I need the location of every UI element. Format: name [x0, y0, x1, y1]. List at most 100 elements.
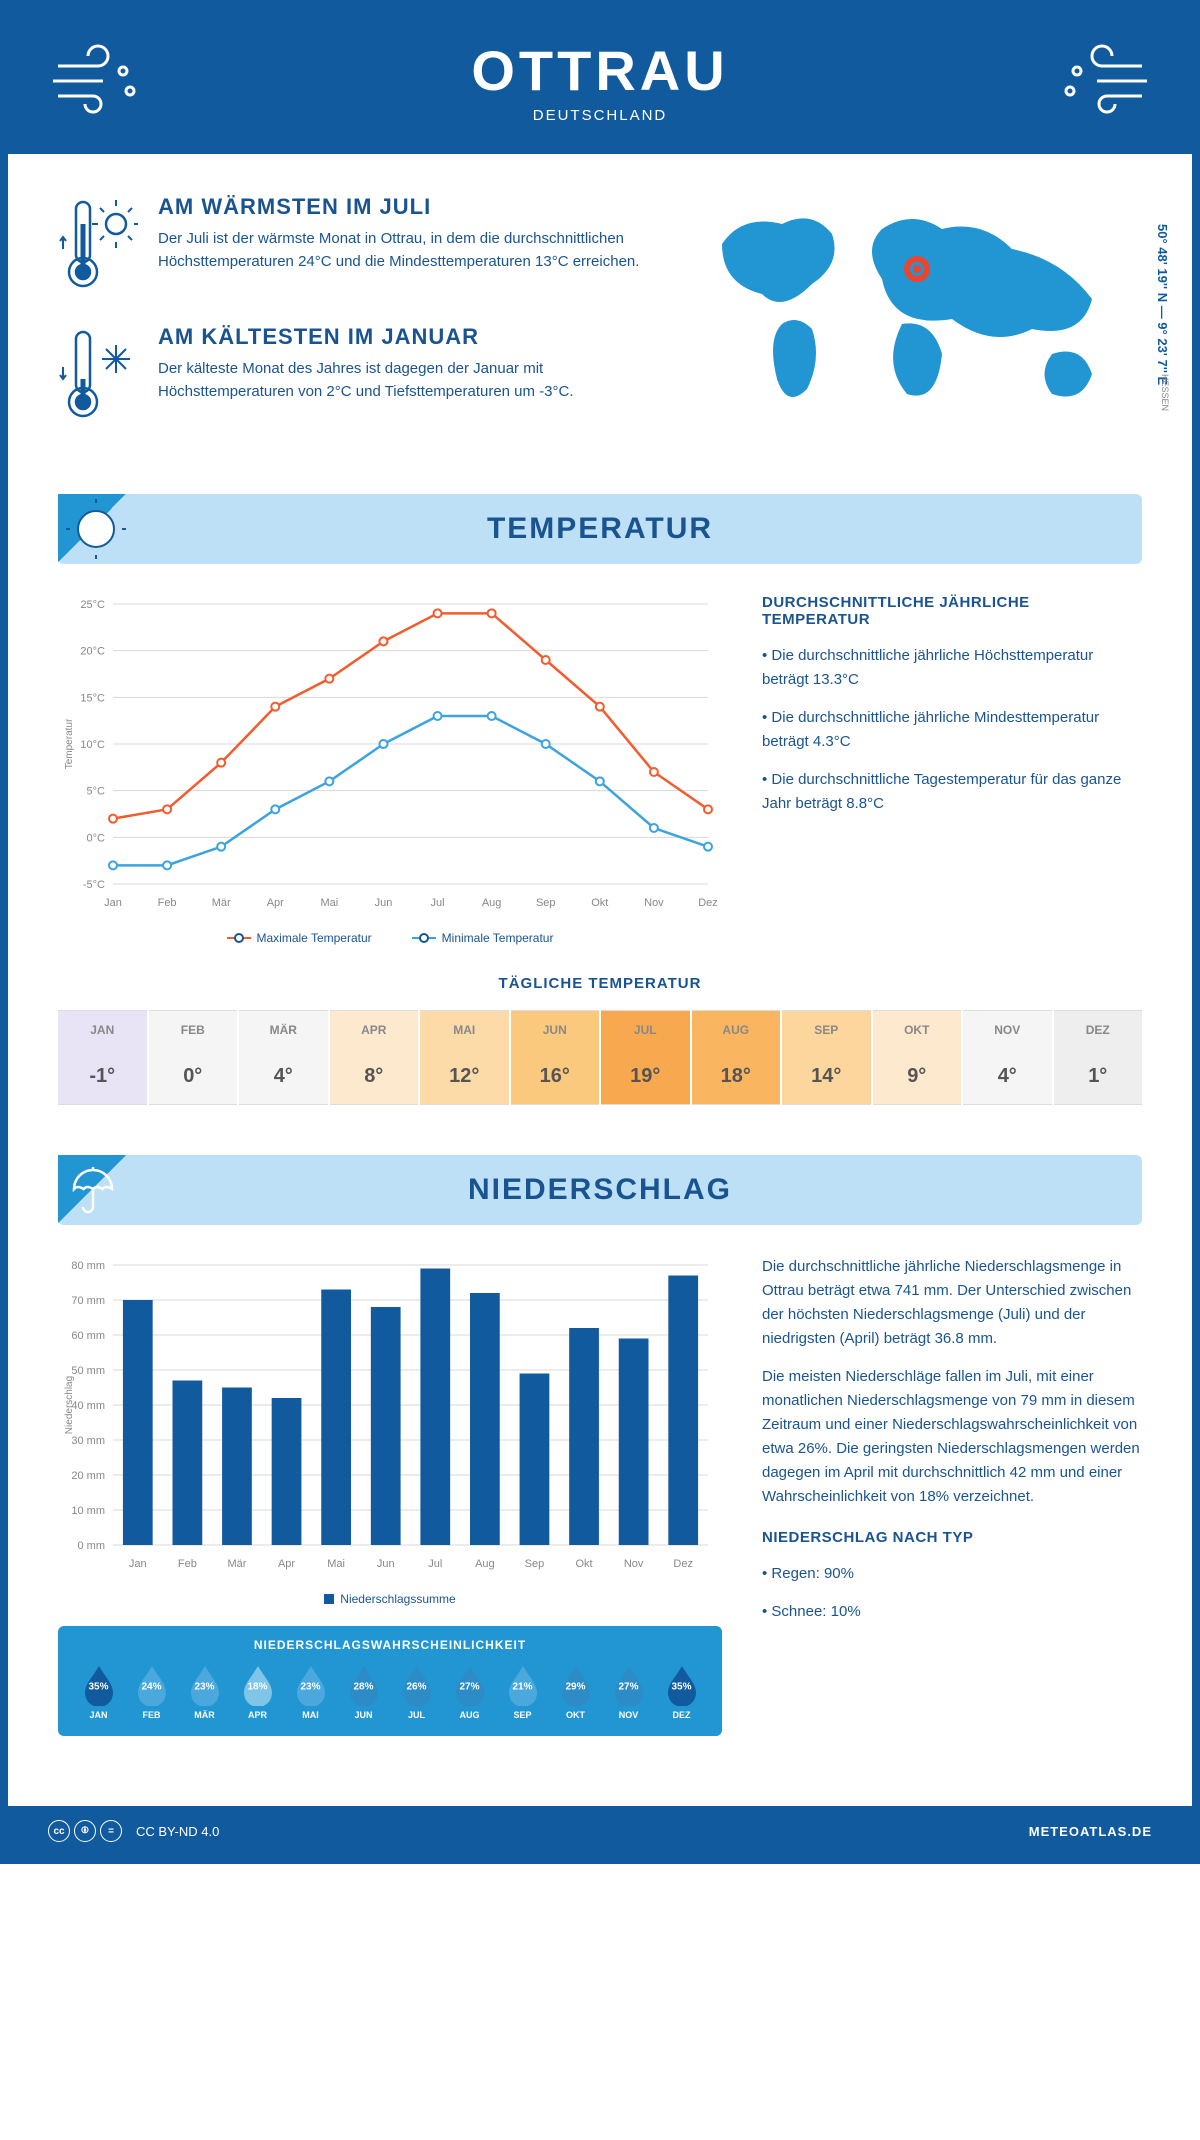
prob-item: 23%MAI: [286, 1664, 335, 1720]
daily-temp-table: JAN-1°FEB0°MÄR4°APR8°MAI12°JUN16°JUL19°A…: [58, 1010, 1142, 1105]
coldest-text: Der kälteste Monat des Jahres ist dagege…: [158, 358, 662, 403]
svg-text:Okt: Okt: [575, 1558, 592, 1570]
temp-bullet: • Die durchschnittliche jährliche Mindes…: [762, 706, 1142, 754]
prob-item: 24%FEB: [127, 1664, 176, 1720]
daily-cell: APR8°: [330, 1010, 419, 1105]
daily-cell: JUN16°: [511, 1010, 600, 1105]
prob-item: 29%OKT: [551, 1664, 600, 1720]
svg-text:70 mm: 70 mm: [71, 1295, 105, 1307]
svg-text:-5°C: -5°C: [83, 879, 105, 891]
svg-text:Feb: Feb: [158, 897, 177, 909]
svg-text:Jun: Jun: [377, 1558, 395, 1570]
svg-text:Sep: Sep: [536, 897, 556, 909]
page-title: OTTRAU: [148, 38, 1052, 103]
nd-icon: =: [100, 1820, 122, 1842]
svg-text:Sep: Sep: [525, 1558, 545, 1570]
license-text: CC BY-ND 4.0: [136, 1824, 219, 1839]
svg-text:60 mm: 60 mm: [71, 1330, 105, 1342]
svg-text:20°C: 20°C: [80, 646, 105, 658]
prob-item: 27%AUG: [445, 1664, 494, 1720]
svg-text:Jul: Jul: [428, 1558, 442, 1570]
prob-item: 35%DEZ: [657, 1664, 706, 1720]
svg-text:15°C: 15°C: [80, 692, 105, 704]
site-name: METEOATLAS.DE: [1029, 1824, 1152, 1839]
svg-text:5°C: 5°C: [87, 786, 106, 798]
precip-type-rain: • Regen: 90%: [762, 1562, 1142, 1586]
svg-text:Dez: Dez: [698, 897, 718, 909]
region-label: HESSEN: [1160, 374, 1170, 411]
prob-item: 27%NOV: [604, 1664, 653, 1720]
svg-text:Mär: Mär: [227, 1558, 246, 1570]
prob-item: 18%APR: [233, 1664, 282, 1720]
precip-side-text: Die durchschnittliche jährliche Niedersc…: [762, 1255, 1142, 1736]
daily-cell: JAN-1°: [58, 1010, 147, 1105]
svg-text:Aug: Aug: [475, 1558, 495, 1570]
precip-legend-label: Niederschlagssumme: [340, 1592, 455, 1606]
precip-legend: Niederschlagssumme: [58, 1592, 722, 1606]
thermometer-hot-icon: [58, 194, 138, 294]
prob-item: 26%JUL: [392, 1664, 441, 1720]
svg-text:50 mm: 50 mm: [71, 1365, 105, 1377]
precip-probability-box: NIEDERSCHLAGSWAHRSCHEINLICHKEIT 35%JAN24…: [58, 1626, 722, 1736]
daily-cell: OKT9°: [873, 1010, 962, 1105]
svg-text:Jan: Jan: [129, 1558, 147, 1570]
svg-text:20 mm: 20 mm: [71, 1470, 105, 1482]
legend-min: Minimale Temperatur: [442, 931, 554, 945]
daily-temp-title: TÄGLICHE TEMPERATUR: [58, 975, 1142, 992]
umbrella-icon: [66, 1163, 121, 1218]
header: OTTRAU DEUTSCHLAND: [8, 8, 1192, 154]
prob-title: NIEDERSCHLAGSWAHRSCHEINLICHKEIT: [74, 1638, 706, 1652]
precipitation-bar-chart: 0 mm 10 mm 20 mm 30 mm 40 mm 50 mm 60 mm 70 mm 8…: [58, 1255, 718, 1575]
daily-cell: FEB0°: [149, 1010, 238, 1105]
legend-max: Maximale Temperatur: [257, 931, 372, 945]
svg-text:Mai: Mai: [327, 1558, 345, 1570]
prob-item: 35%JAN: [74, 1664, 123, 1720]
svg-text:Dez: Dez: [673, 1558, 693, 1570]
temp-bullet: • Die durchschnittliche jährliche Höchst…: [762, 644, 1142, 692]
precip-type-title: NIEDERSCHLAG NACH TYP: [762, 1529, 1142, 1546]
svg-text:80 mm: 80 mm: [71, 1260, 105, 1272]
temperature-line-chart: -5°C0°C5°C10°C15°C20°C25°CJanFebMärAprMa…: [58, 594, 718, 914]
precip-section-header: NIEDERSCHLAG: [58, 1155, 1142, 1225]
svg-text:Jan: Jan: [104, 897, 122, 909]
svg-text:40 mm: 40 mm: [71, 1400, 105, 1412]
page-subtitle: DEUTSCHLAND: [148, 107, 1052, 124]
cc-icon: cc: [48, 1820, 70, 1842]
temp-bullet: • Die durchschnittliche Tagestemperatur …: [762, 768, 1142, 816]
wind-icon-right: [1052, 41, 1152, 121]
svg-text:Niederschlag: Niederschlag: [64, 1376, 75, 1434]
svg-text:Aug: Aug: [482, 897, 502, 909]
by-icon: 🅯: [74, 1820, 96, 1842]
temperature-section-header: TEMPERATUR: [58, 494, 1142, 564]
svg-text:10 mm: 10 mm: [71, 1505, 105, 1517]
daily-cell: MAI12°: [420, 1010, 509, 1105]
warmest-block: AM WÄRMSTEN IM JULI Der Juli ist der wär…: [58, 194, 662, 294]
coldest-block: AM KÄLTESTEN IM JANUAR Der kälteste Mona…: [58, 324, 662, 424]
svg-text:Temperatur: Temperatur: [64, 718, 75, 769]
svg-text:0 mm: 0 mm: [78, 1540, 106, 1552]
svg-text:Feb: Feb: [178, 1558, 197, 1570]
precip-para: Die durchschnittliche jährliche Niedersc…: [762, 1255, 1142, 1351]
svg-text:Mär: Mär: [212, 897, 231, 909]
svg-text:30 mm: 30 mm: [71, 1435, 105, 1447]
prob-item: 23%MÄR: [180, 1664, 229, 1720]
svg-text:0°C: 0°C: [87, 832, 106, 844]
wind-icon-left: [48, 41, 148, 121]
temp-legend: Maximale Temperatur Minimale Temperatur: [58, 931, 722, 945]
daily-cell: SEP14°: [782, 1010, 871, 1105]
svg-text:Jul: Jul: [431, 897, 445, 909]
precip-para: Die meisten Niederschläge fallen im Juli…: [762, 1365, 1142, 1509]
footer: cc 🅯 = CC BY-ND 4.0 METEOATLAS.DE: [8, 1806, 1192, 1856]
world-map: [692, 194, 1142, 434]
coldest-title: AM KÄLTESTEN IM JANUAR: [158, 324, 662, 350]
coordinates: 50° 48' 19'' N — 9° 23' 7'' E: [1155, 224, 1170, 385]
daily-cell: JUL19°: [601, 1010, 690, 1105]
prob-item: 28%JUN: [339, 1664, 388, 1720]
daily-cell: MÄR4°: [239, 1010, 328, 1105]
page: OTTRAU DEUTSCHLAND AM WÄRMSTEN IM JULI D…: [0, 0, 1200, 1864]
precip-type-snow: • Schnee: 10%: [762, 1600, 1142, 1624]
temp-side-title: DURCHSCHNITTLICHE JÄHRLICHE TEMPERATUR: [762, 594, 1142, 628]
daily-cell: DEZ1°: [1054, 1010, 1143, 1105]
svg-text:Apr: Apr: [278, 1558, 295, 1570]
svg-text:Nov: Nov: [624, 1558, 644, 1570]
